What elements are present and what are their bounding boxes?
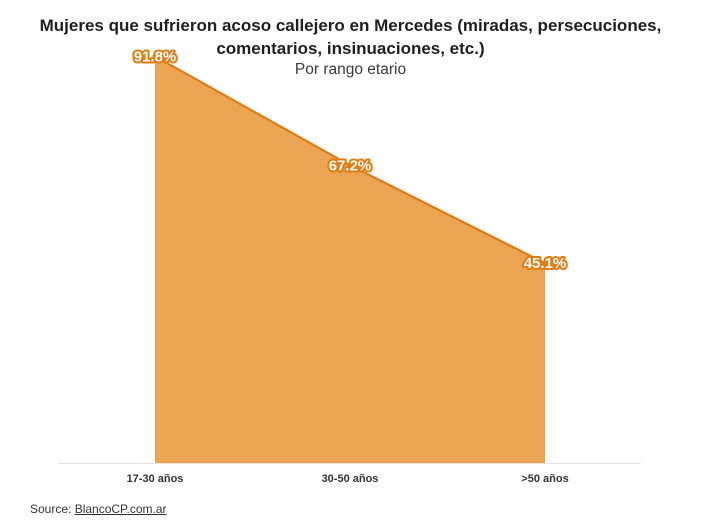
chart-subtitle: Por rango etario	[294, 61, 407, 78]
chart-title: Mujeres que sufrieron acoso callejero en…	[0, 14, 701, 60]
x-tick-label: 17-30 años	[127, 473, 184, 485]
data-point	[542, 260, 548, 266]
source-note: Source: BlancoCP.com.ar	[30, 502, 167, 516]
chart-title-line-2: comentarios, insinuaciones, etc.)	[216, 39, 485, 58]
data-label: 67.2%	[329, 157, 372, 174]
data-point	[152, 53, 158, 59]
data-label: 91.8%	[134, 48, 177, 65]
data-label: 45.1%	[524, 255, 567, 272]
chart-title-line-1: Mujeres que sufrieron acoso callejero en…	[39, 16, 662, 35]
x-tick-label: 30-50 años	[322, 473, 379, 485]
source-link[interactable]: BlancoCP.com.ar	[74, 502, 167, 516]
area-fill	[155, 56, 545, 464]
source-prefix: Source:	[30, 502, 75, 516]
data-point	[347, 162, 353, 168]
x-tick-label: >50 años	[521, 473, 568, 485]
